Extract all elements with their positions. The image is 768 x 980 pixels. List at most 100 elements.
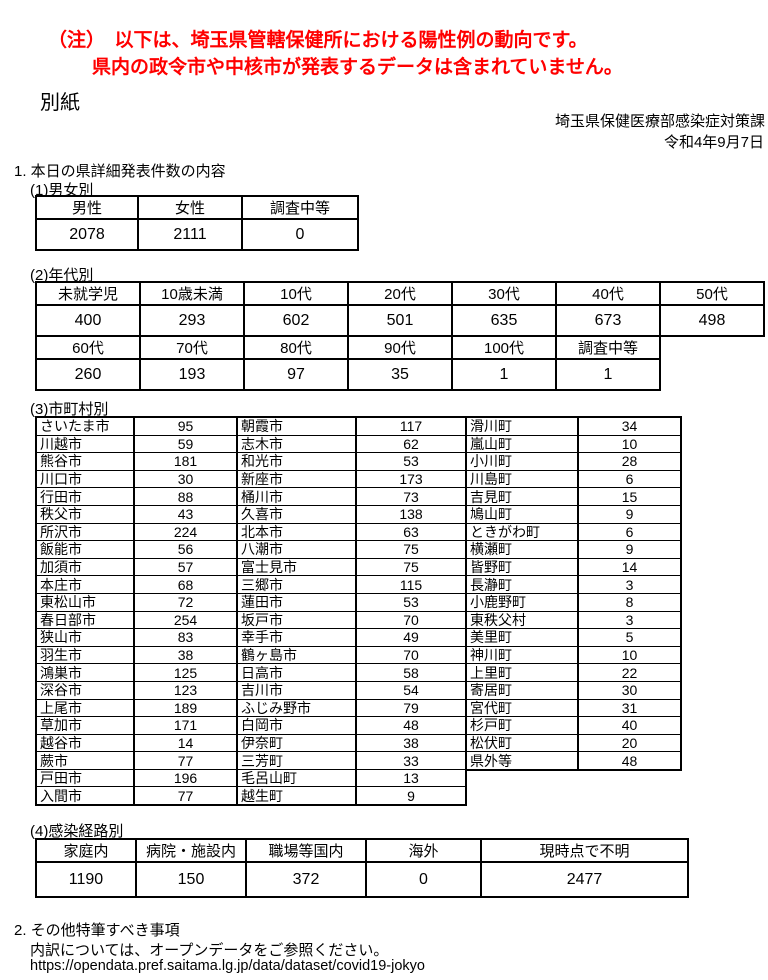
age-table-label: (2)年代別 xyxy=(30,267,94,284)
table-row: 神川町 10 xyxy=(465,645,682,665)
municipality-value-cell: 53 xyxy=(355,452,467,471)
municipality-name-cell: 狭山市 xyxy=(35,628,135,647)
header-cell: 80代 xyxy=(243,335,349,360)
municipality-name-cell: 秩父市 xyxy=(35,504,135,524)
municipality-name-cell: 越生町 xyxy=(236,786,357,806)
municipality-name-cell: 北本市 xyxy=(236,522,357,542)
municipality-value-cell: 9 xyxy=(577,540,682,559)
municipality-name-cell: 伊奈町 xyxy=(236,733,357,753)
municipality-value-cell: 77 xyxy=(133,786,238,806)
note-block: （注） 以下は、埼玉県管轄保健所における陽性例の動向です。 県内の政令市や中核市… xyxy=(48,27,623,81)
municipality-value-cell: 22 xyxy=(577,663,682,682)
municipality-value-cell: 189 xyxy=(133,698,238,718)
municipality-name-cell: 県外等 xyxy=(465,751,579,771)
table-row: 東秩父村 3 xyxy=(465,610,682,630)
municipality-value-cell: 10 xyxy=(577,645,682,665)
municipality-name-cell: 鴻巣市 xyxy=(35,663,135,682)
municipality-value-cell: 63 xyxy=(355,522,467,542)
municipality-value-cell: 20 xyxy=(577,733,682,753)
table-row: 新座市 173 xyxy=(236,469,467,489)
municipality-value-cell: 115 xyxy=(355,575,467,594)
municipality-value-cell: 70 xyxy=(355,610,467,630)
municipality-name-cell: 日高市 xyxy=(236,663,357,682)
municipality-name-cell: 横瀬町 xyxy=(465,540,579,559)
municipality-name-cell: 美里町 xyxy=(465,628,579,647)
value-cell: 35 xyxy=(347,358,453,391)
table-row: 鴻巣市 125 xyxy=(35,663,238,682)
municipality-value-cell: 3 xyxy=(577,610,682,630)
table-row: 北本市 63 xyxy=(236,522,467,542)
table-row: 秩父市 43 xyxy=(35,504,238,524)
municipality-value-cell: 9 xyxy=(577,504,682,524)
municipality-name-cell: 所沢市 xyxy=(35,522,135,542)
table-row: 川島町 6 xyxy=(465,469,682,489)
table-row: 嵐山町 10 xyxy=(465,434,682,454)
table-row: 羽生市 38 xyxy=(35,645,238,665)
value-cell: 0 xyxy=(241,218,359,251)
municipality-value-cell: 57 xyxy=(133,557,238,577)
municipality-value-cell: 34 xyxy=(577,416,682,436)
municipality-name-cell: 神川町 xyxy=(465,645,579,665)
table-row: 県外等 48 xyxy=(465,751,682,771)
table-row: 所沢市 224 xyxy=(35,522,238,542)
table-row: 和光市 53 xyxy=(236,452,467,471)
route-table: 家庭内 病院・施設内 職場等国内 海外 現時点で不明 1190 150 372 0 2477 xyxy=(35,838,689,898)
municipality-name-cell: 蓮田市 xyxy=(236,592,357,612)
table-row: 桶川市 73 xyxy=(236,487,467,506)
table-row: 鶴ヶ島市 70 xyxy=(236,645,467,665)
municipality-value-cell: 58 xyxy=(355,663,467,682)
municipality-value-cell: 6 xyxy=(577,522,682,542)
header-cell: 海外 xyxy=(365,838,482,863)
value-cell: 372 xyxy=(245,861,367,898)
table-row: 吉川市 54 xyxy=(236,680,467,700)
opendata-url-link[interactable]: https://opendata.pref.saitama.lg.jp/data… xyxy=(30,958,425,974)
table-row: 本庄市 68 xyxy=(35,575,238,594)
municipality-value-cell: 62 xyxy=(355,434,467,454)
municipality-value-cell: 56 xyxy=(133,540,238,559)
municipality-value-cell: 49 xyxy=(355,628,467,647)
table-row: 長瀞町 3 xyxy=(465,575,682,594)
municipality-value-cell: 72 xyxy=(133,592,238,612)
header-cell: 調査中等 xyxy=(241,195,359,220)
municipality-name-cell: 草加市 xyxy=(35,716,135,735)
section2-title: 2. その他特筆すべき事項 xyxy=(14,922,180,939)
table-row: 鳩山町 9 xyxy=(465,504,682,524)
table-row: 蕨市 77 xyxy=(35,751,238,770)
municipality-name-cell: 羽生市 xyxy=(35,645,135,665)
municipality-name-cell: 毛呂山町 xyxy=(236,768,357,788)
municipality-name-cell: 川島町 xyxy=(465,469,579,489)
value-cell: 2078 xyxy=(35,218,139,251)
table-row: ときがわ町 6 xyxy=(465,522,682,542)
header-cell: 病院・施設内 xyxy=(135,838,247,863)
value-cell: 293 xyxy=(139,304,245,337)
municipality-name-cell: 皆野町 xyxy=(465,557,579,577)
municipality-name-cell: 川越市 xyxy=(35,434,135,454)
age-table-lower: 60代 70代 80代 90代 100代 調査中等 260 193 97 35 1 1 xyxy=(35,335,661,391)
table-row: 美里町 5 xyxy=(465,628,682,647)
municipality-name-cell: 和光市 xyxy=(236,452,357,471)
municipality-name-cell: 東秩父村 xyxy=(465,610,579,630)
municipality-value-cell: 173 xyxy=(355,469,467,489)
municipality-value-cell: 54 xyxy=(355,680,467,700)
value-cell: 673 xyxy=(555,304,661,337)
municipality-value-cell: 14 xyxy=(133,733,238,753)
route-table-label: (4)感染経路別 xyxy=(30,823,124,840)
value-cell: 97 xyxy=(243,358,349,391)
municipality-table-left: さいたま市 95 川越市 59 熊谷市 181 川口市 30 行田市 88 秩父市 43 所沢市 224 飯… xyxy=(35,416,238,807)
department-name: 埼玉県保健医療部感染症対策課 xyxy=(554,113,765,130)
value-cell: 2477 xyxy=(480,861,689,898)
gender-table: 男性 女性 調査中等 2078 2111 0 xyxy=(35,195,359,251)
table-row: 三郷市 115 xyxy=(236,575,467,594)
table-row: 深谷市 123 xyxy=(35,680,238,700)
value-row: 260 193 97 35 1 1 xyxy=(35,358,661,391)
municipality-name-cell: 東松山市 xyxy=(35,592,135,612)
municipality-name-cell: ときがわ町 xyxy=(465,522,579,542)
header-cell: 職場等国内 xyxy=(245,838,367,863)
municipality-name-cell: 吉川市 xyxy=(236,680,357,700)
municipality-value-cell: 13 xyxy=(355,768,467,788)
municipality-value-cell: 77 xyxy=(133,751,238,770)
header-row: 男性 女性 調査中等 xyxy=(35,195,359,220)
municipality-value-cell: 123 xyxy=(133,680,238,700)
municipality-name-cell: 春日部市 xyxy=(35,610,135,630)
